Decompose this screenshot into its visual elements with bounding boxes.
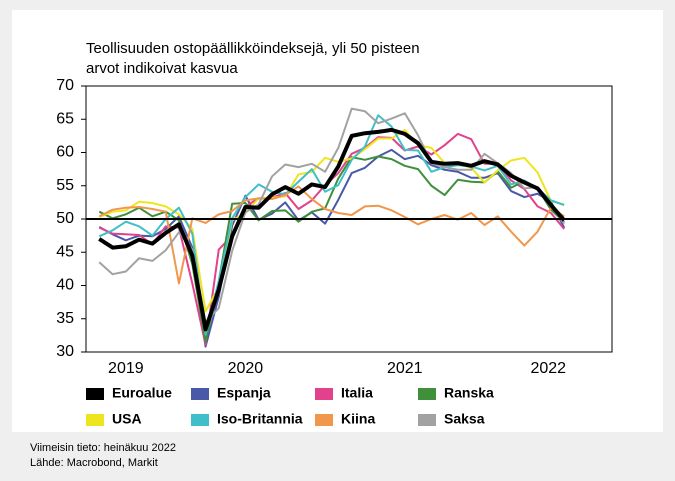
y-tick-label: 55 [56, 177, 74, 194]
legend-swatch [191, 414, 209, 426]
chart-title: Teollisuuden ostopäällikköindeksejä, yli… [86, 40, 420, 57]
legend-label: Saksa [444, 411, 485, 427]
x-tick-label: 2022 [530, 360, 566, 377]
plot-frame [85, 85, 613, 353]
x-tick-label: 2021 [387, 360, 423, 377]
y-tick-label: 60 [56, 144, 74, 161]
legend-swatch [418, 388, 436, 400]
legend-label: Iso-Britannia [217, 411, 303, 427]
y-tick-label: 30 [56, 343, 74, 360]
y-tick-label: 35 [56, 310, 74, 327]
y-tick-label: 65 [56, 110, 74, 127]
y-tick-label: 40 [56, 277, 74, 294]
series-line [98, 185, 565, 285]
y-tick-label: 70 [56, 77, 74, 94]
legend-swatch [315, 388, 333, 400]
legend-label: Euroalue [112, 385, 172, 401]
legend-label: Ranska [444, 385, 494, 401]
legend-swatch [315, 414, 333, 426]
footnote: Lähde: Macrobond, Markit [30, 457, 158, 469]
x-tick-label: 2020 [228, 360, 264, 377]
series-line [98, 114, 565, 336]
y-tick-label: 45 [56, 243, 74, 260]
series-line [98, 127, 566, 332]
legend-label: USA [112, 411, 142, 427]
legend-swatch [418, 414, 436, 426]
series-line [98, 107, 565, 324]
y-tick-label: 50 [56, 210, 74, 227]
legend-label: Italia [341, 385, 373, 401]
footnote: Viimeisin tieto: heinäkuu 2022 [30, 442, 176, 454]
panel [12, 10, 663, 432]
x-tick-label: 2019 [108, 360, 144, 377]
legend-swatch [86, 414, 104, 426]
legend-label: Espanja [217, 385, 271, 401]
legend-swatch [191, 388, 209, 400]
legend-label: Kiina [341, 411, 375, 427]
chart-title: arvot indikoivat kasvua [86, 60, 238, 77]
legend-swatch [86, 388, 104, 400]
